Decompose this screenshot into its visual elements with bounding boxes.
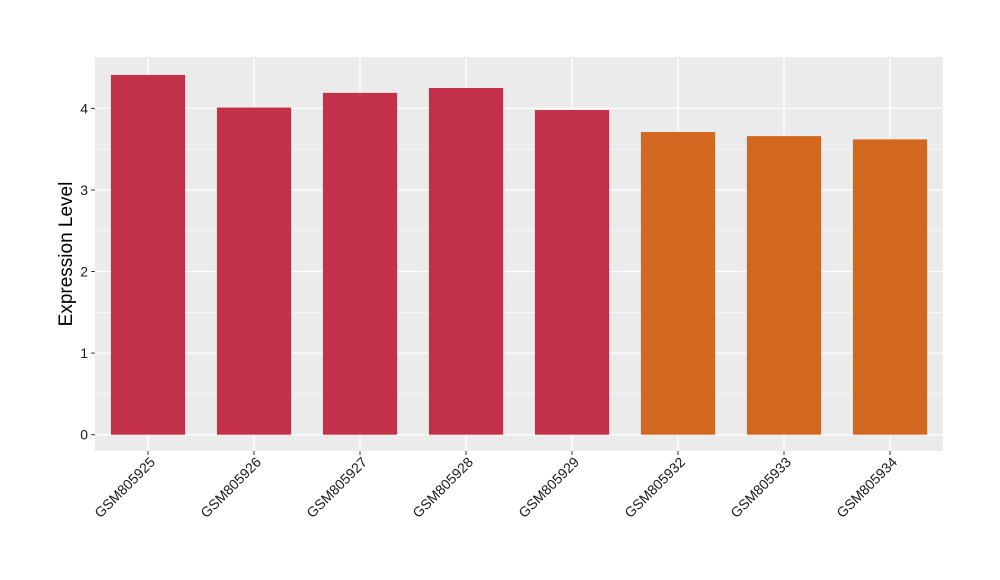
bar-gsm805926 [216, 107, 292, 435]
bar-gsm805927 [322, 92, 398, 435]
x-tick-label: GSM805933 [727, 454, 794, 521]
bar-gsm805928 [428, 87, 504, 435]
x-tick-label: GSM805926 [197, 454, 264, 521]
y-tick-label: 1 [80, 345, 88, 361]
bar-gsm805933 [746, 136, 822, 435]
bar-gsm805929 [534, 110, 610, 435]
x-tick-label: GSM805929 [515, 454, 582, 521]
y-axis: 0 1 2 3 4 [80, 100, 95, 443]
x-tick-label: GSM805934 [833, 454, 900, 521]
y-tick-label: 4 [80, 100, 88, 116]
x-axis: GSM805925 GSM805926 GSM805927 GSM805928 GSM8… [91, 451, 900, 521]
bars [110, 74, 928, 435]
bar-gsm805925 [110, 74, 186, 435]
y-tick-label: 2 [80, 264, 88, 280]
x-tick-label: GSM805928 [409, 454, 476, 521]
x-tick-label: GSM805925 [91, 454, 158, 521]
y-axis-title: Expression Level [56, 182, 77, 327]
x-tick-label: GSM805927 [303, 454, 370, 521]
y-tick-label: 3 [80, 182, 88, 198]
bar-gsm805932 [640, 132, 716, 435]
bar-gsm805934 [852, 139, 928, 435]
y-tick-label: 0 [80, 427, 88, 443]
x-tick-label: GSM805932 [621, 454, 688, 521]
